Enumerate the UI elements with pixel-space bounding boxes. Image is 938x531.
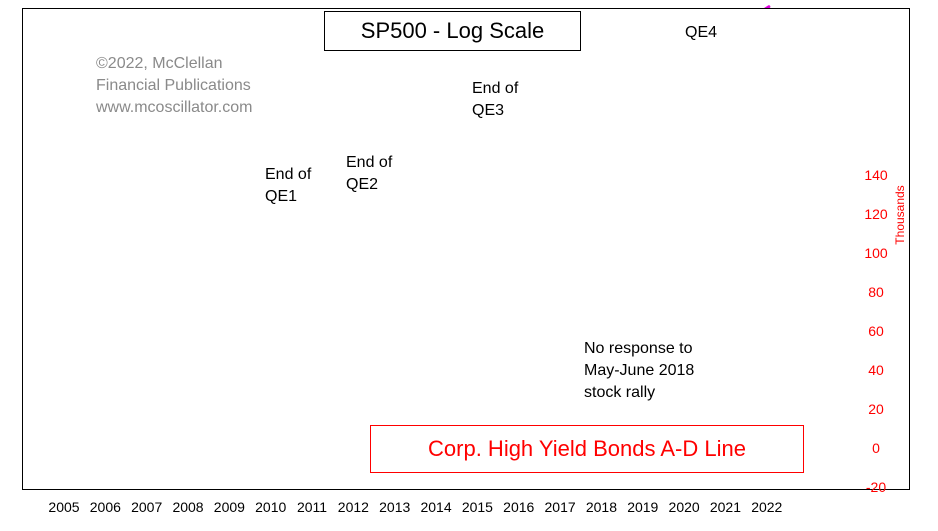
y-tick-label: 0 (872, 440, 880, 457)
plot-frame (22, 8, 910, 490)
x-tick-label: 2006 (89, 499, 121, 515)
watermark-line: www.mcoscillator.com (96, 99, 253, 116)
x-tick-label: 2016 (503, 499, 535, 515)
x-tick-label: 2019 (627, 499, 659, 515)
y-tick-label: 120 (864, 206, 888, 223)
annotation-line: QE4 (685, 24, 718, 41)
annotation: End of QE3 (472, 78, 518, 122)
x-tick-label: 2012 (337, 499, 369, 515)
y-tick-label: 140 (864, 167, 888, 184)
watermark: ©2022, McClellan Financial Publications ww… (96, 53, 252, 119)
x-tick-label: 2008 (172, 499, 204, 515)
x-tick-label: 2020 (668, 499, 700, 515)
x-tick-label: 2011 (296, 499, 328, 515)
annotation-line: QE2 (346, 176, 379, 193)
y-tick-label: -20 (865, 479, 887, 495)
annotation-line: QE3 (472, 102, 505, 119)
y-tick-label: 20 (868, 401, 884, 418)
y-axis-title: Thousands (893, 185, 907, 245)
annotation: End of QE1 (265, 164, 311, 208)
watermark-line: ©2022, McClellan (96, 55, 223, 72)
y-tick-label: 40 (868, 362, 884, 379)
chart-title: SP500 - Log Scale (324, 11, 581, 51)
annotation-line: No response to (584, 340, 693, 357)
annotation: End of QE2 (346, 152, 392, 196)
annotation-line: stock rally (584, 384, 656, 401)
x-tick-label: 2013 (379, 499, 411, 515)
annotation-line: QE1 (265, 188, 298, 205)
x-tick-label: 2005 (48, 499, 80, 515)
y-tick-label: 60 (868, 323, 884, 340)
x-tick-label: 2022 (751, 499, 783, 515)
watermark-line: Financial Publications (96, 77, 251, 94)
annotation-line: May-June 2018 (584, 362, 695, 379)
annotation-line: End of (265, 166, 312, 183)
x-tick-label: 2009 (213, 499, 245, 515)
legend-label: Corp. High Yield Bonds A-D Line (370, 425, 804, 473)
x-tick-label: 2015 (461, 499, 493, 515)
annotation-line: End of (346, 154, 393, 171)
annotation: No response to May-June 2018 stock rally (584, 338, 694, 404)
x-tick-label: 2021 (709, 499, 742, 515)
y-tick-label: 80 (868, 284, 884, 301)
x-tick-label: 2017 (544, 499, 576, 515)
annotation-line: End of (472, 80, 519, 97)
x-tick-label: 2010 (255, 499, 287, 515)
y-tick-label: 100 (864, 245, 888, 262)
annotation: QE4 (685, 22, 717, 44)
x-tick-label: 2014 (420, 499, 452, 515)
x-tick-label: 2007 (131, 499, 163, 515)
x-tick-label: 2018 (585, 499, 617, 515)
